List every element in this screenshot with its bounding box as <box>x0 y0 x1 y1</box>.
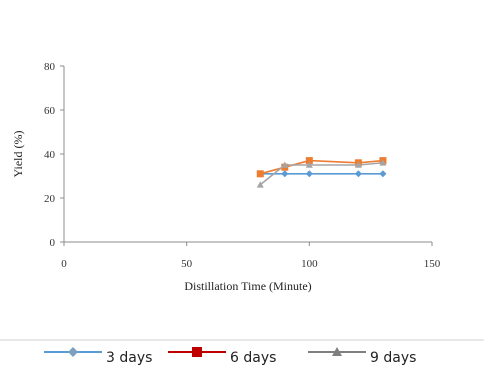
legend-item: 6 days <box>168 347 276 366</box>
legend-label: 6 days <box>230 350 276 366</box>
series-9-days <box>256 159 387 188</box>
x-axis-title: Distillation Time (Minute) <box>184 279 311 293</box>
series-line <box>260 159 384 175</box>
series-layer <box>256 157 387 188</box>
y-tick-label: 80 <box>44 61 56 73</box>
legend: 3 days 6 days 9 days <box>44 347 416 366</box>
data-point <box>281 161 289 168</box>
axes: 0 20 40 60 80 0 50 100 150 <box>44 61 441 270</box>
data-point <box>354 161 362 168</box>
legend-label: 3 days <box>106 350 152 366</box>
x-tick-label: 0 <box>61 258 67 270</box>
x-tick-label: 50 <box>181 258 193 270</box>
data-point <box>305 157 313 165</box>
legend-swatch-marker <box>192 347 202 357</box>
x-tick-label: 150 <box>424 258 441 270</box>
legend-item: 3 days <box>44 347 152 366</box>
data-point <box>305 170 313 178</box>
y-tick-label: 0 <box>50 237 56 249</box>
legend-swatch-marker <box>332 347 342 356</box>
y-tick-label: 20 <box>44 193 56 205</box>
data-point <box>281 170 289 178</box>
data-point <box>379 159 387 166</box>
y-tick-label: 60 <box>44 105 56 117</box>
data-point <box>305 161 313 168</box>
legend-swatch-marker <box>68 347 78 357</box>
data-point <box>379 170 387 178</box>
data-point <box>256 181 264 188</box>
data-point <box>256 170 264 178</box>
y-tick-label: 40 <box>44 149 56 161</box>
y-axis-title: Yield (%) <box>11 131 25 178</box>
data-point <box>354 170 362 178</box>
x-tick-label: 100 <box>301 258 318 270</box>
legend-item: 9 days <box>308 347 416 366</box>
legend-label: 9 days <box>370 350 416 366</box>
